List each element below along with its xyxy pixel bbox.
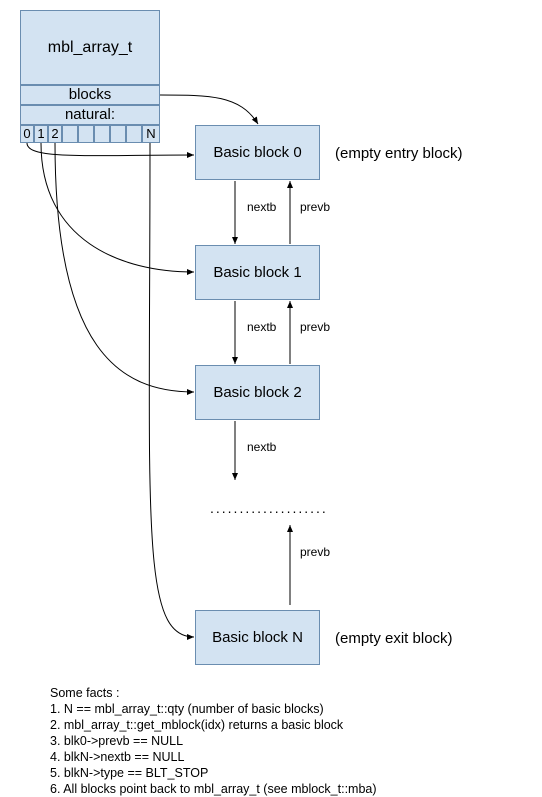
fact-line: 2. mbl_array_t::get_mblock(idx) returns … bbox=[50, 717, 377, 733]
facts-section: Some facts : 1. N == mbl_array_t::qty (n… bbox=[50, 685, 377, 797]
edge-label: nextb bbox=[247, 320, 276, 334]
cell bbox=[78, 125, 94, 143]
basic-block-box: Basic block 1 bbox=[195, 245, 320, 300]
edge-label: prevb bbox=[300, 545, 330, 559]
cell: 1 bbox=[34, 125, 48, 143]
cell: 2 bbox=[48, 125, 62, 143]
fact-line: 1. N == mbl_array_t::qty (number of basi… bbox=[50, 701, 377, 717]
natural-row: natural: bbox=[20, 105, 160, 125]
fact-line: 3. blk0->prevb == NULL bbox=[50, 733, 377, 749]
fact-line: 6. All blocks point back to mbl_array_t … bbox=[50, 781, 377, 797]
fact-line: 5. blkN->type == BLT_STOP bbox=[50, 765, 377, 781]
block-label: Basic block 0 bbox=[213, 144, 301, 161]
block-label: Basic block N bbox=[212, 629, 303, 646]
facts-title: Some facts : bbox=[50, 685, 377, 701]
cell: 0 bbox=[20, 125, 34, 143]
basic-block-box: Basic block N bbox=[195, 610, 320, 665]
edge-label: prevb bbox=[300, 320, 330, 334]
natural-label: natural: bbox=[65, 106, 115, 123]
block-label: Basic block 2 bbox=[213, 384, 301, 401]
basic-block-box: Basic block 0 bbox=[195, 125, 320, 180]
block-note: (empty entry block) bbox=[335, 145, 463, 162]
blocks-row: blocks bbox=[20, 85, 160, 105]
cell: N bbox=[142, 125, 160, 143]
edge-label: nextb bbox=[247, 200, 276, 214]
fact-line: 4. blkN->nextb == NULL bbox=[50, 749, 377, 765]
mbl-title: mbl_array_t bbox=[48, 39, 132, 57]
block-note: (empty exit block) bbox=[335, 630, 453, 647]
cell bbox=[126, 125, 142, 143]
blocks-label: blocks bbox=[69, 86, 112, 103]
edge-label: prevb bbox=[300, 200, 330, 214]
block-label: Basic block 1 bbox=[213, 264, 301, 281]
mbl-array-box: mbl_array_t bbox=[20, 10, 160, 85]
cell bbox=[94, 125, 110, 143]
ellipsis: .................... bbox=[210, 500, 328, 516]
cell bbox=[62, 125, 78, 143]
index-cells: 012 N bbox=[20, 125, 160, 143]
basic-block-box: Basic block 2 bbox=[195, 365, 320, 420]
cell bbox=[110, 125, 126, 143]
edge-label: nextb bbox=[247, 440, 276, 454]
